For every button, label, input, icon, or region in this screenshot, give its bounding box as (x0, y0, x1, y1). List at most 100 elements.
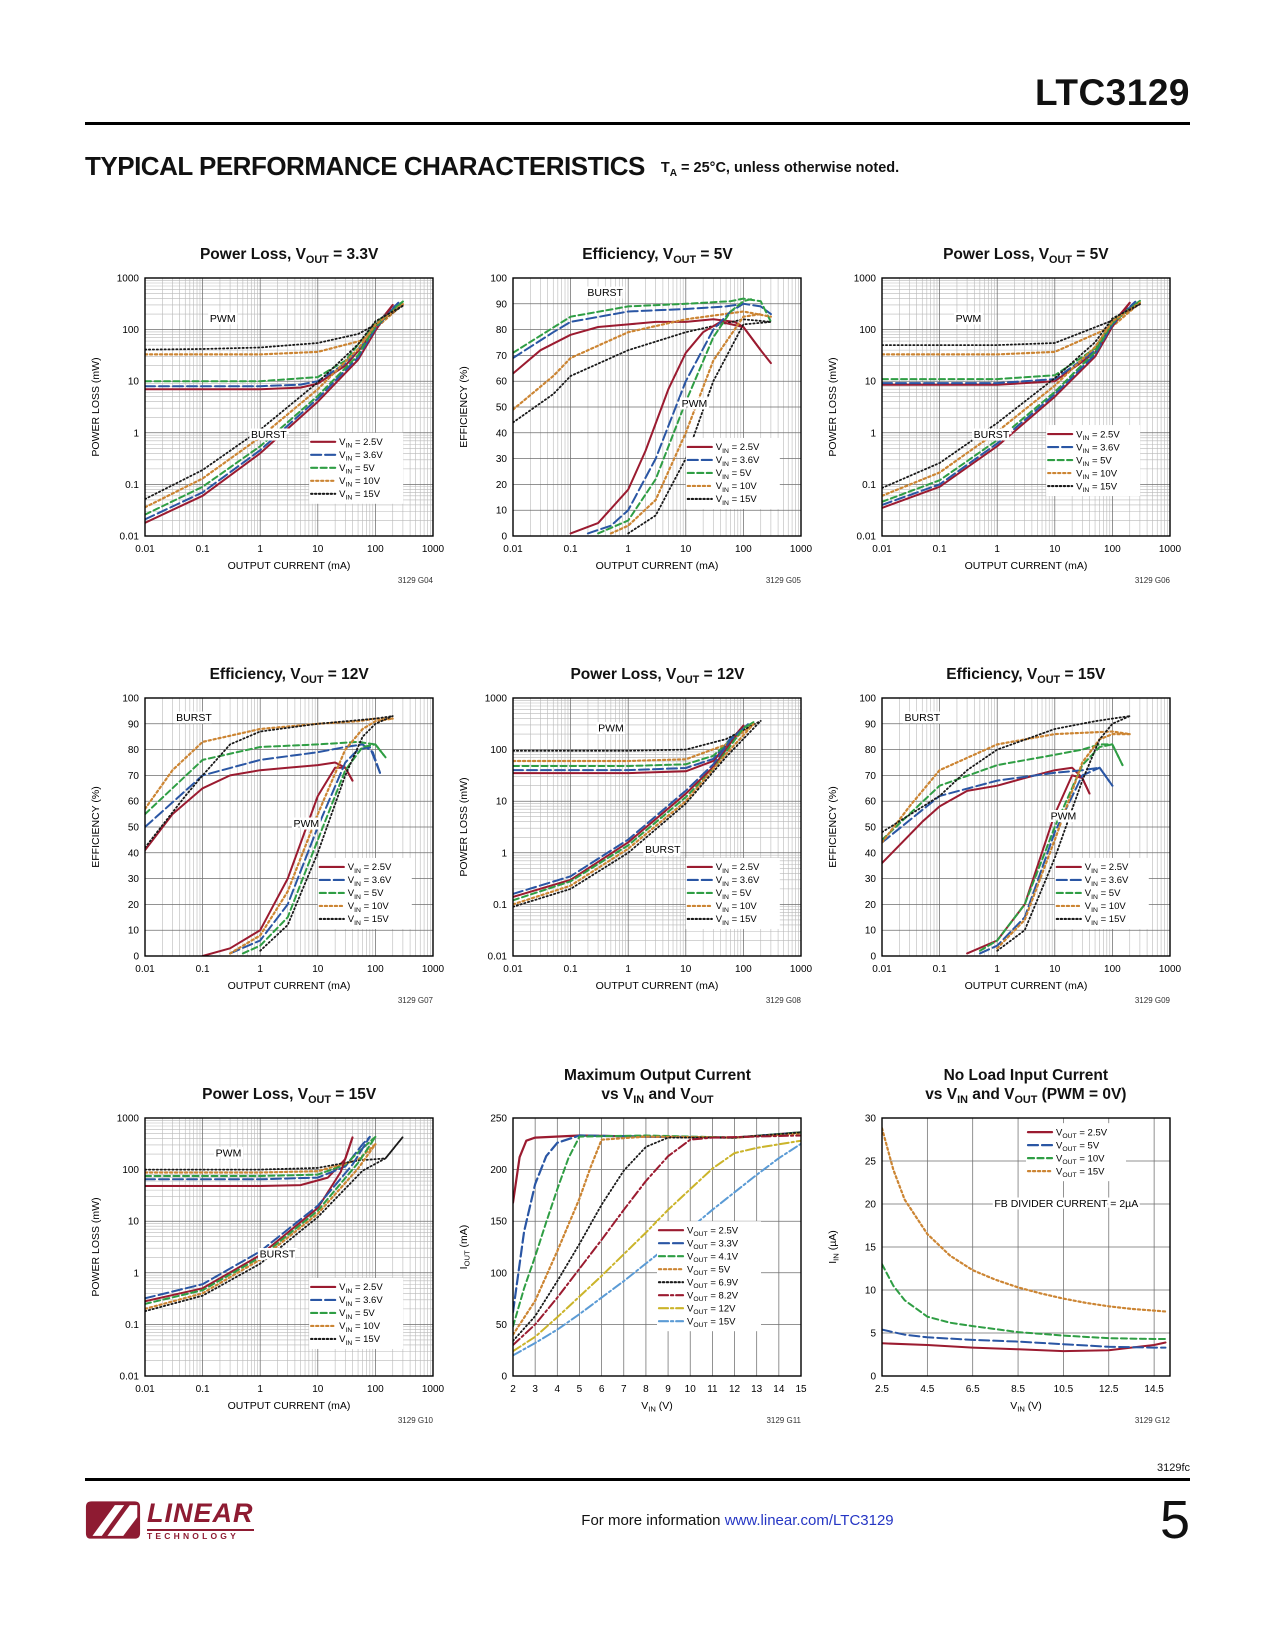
svg-text:1000: 1000 (422, 544, 445, 555)
svg-text:100: 100 (122, 694, 139, 705)
chart-id-label: 3129 G10 (398, 1416, 434, 1425)
svg-text:VIN = 5V: VIN = 5V (716, 468, 752, 481)
svg-text:9: 9 (666, 1384, 672, 1395)
svg-text:1: 1 (134, 1268, 140, 1279)
chart-figure: Efficiency, VOUT = 15V BURST PWM VIN = 2.5V… (822, 646, 1190, 1012)
svg-text:VIN = 10V: VIN = 10V (339, 476, 381, 489)
svg-text:12.5: 12.5 (1099, 1384, 1119, 1395)
chart-title: Power Loss, VOUT = 3.3V (199, 246, 379, 267)
svg-text:70: 70 (496, 351, 508, 362)
chart-annotation: PWM (210, 313, 236, 325)
chart-figure: Efficiency, VOUT = 12V BURST PWM VIN = 2.5V… (85, 646, 453, 1012)
svg-text:0.01: 0.01 (135, 1384, 155, 1395)
svg-text:VIN = 5V: VIN = 5V (339, 1308, 375, 1321)
lt-emblem-icon (85, 1501, 141, 1539)
chart-annotation: FB DIVIDER CURRENT = 2µA (994, 1198, 1138, 1210)
svg-text:OUTPUT CURRENT (mA): OUTPUT CURRENT (mA) (964, 980, 1087, 992)
svg-text:70: 70 (865, 771, 877, 782)
chart-annotation: BURST (260, 1248, 296, 1260)
svg-text:VIN = 2.5V: VIN = 2.5V (339, 1282, 383, 1295)
svg-text:200: 200 (491, 1165, 508, 1176)
svg-text:0.1: 0.1 (932, 964, 946, 975)
svg-text:15: 15 (796, 1384, 808, 1395)
svg-text:1: 1 (134, 428, 140, 439)
svg-text:VIN = 5V: VIN = 5V (1076, 455, 1112, 468)
chart-figure: Power Loss, VOUT = 3.3V PWM BURST VIN = 2.5… (85, 226, 453, 592)
svg-text:10: 10 (1049, 544, 1061, 555)
svg-text:40: 40 (865, 848, 877, 859)
svg-text:OUTPUT CURRENT (mA): OUTPUT CURRENT (mA) (228, 560, 351, 572)
svg-text:30: 30 (128, 874, 140, 885)
svg-text:100: 100 (122, 1165, 139, 1176)
svg-text:VIN = 3.6V: VIN = 3.6V (339, 450, 383, 463)
svg-text:0.1: 0.1 (125, 480, 139, 491)
svg-text:100: 100 (859, 325, 876, 336)
svg-text:10: 10 (496, 506, 508, 517)
svg-text:POWER LOSS (mW): POWER LOSS (mW) (90, 1197, 102, 1296)
chart-annotation: BURST (645, 844, 681, 856)
svg-text:1: 1 (994, 964, 1000, 975)
svg-text:EFFICIENCY (%): EFFICIENCY (%) (458, 366, 470, 447)
section-head: TYPICAL PERFORMANCE CHARACTERISTICS TA =… (85, 151, 1190, 182)
chart-titlebox: Power Loss, VOUT = 3.3V (85, 226, 453, 268)
svg-text:POWER LOSS (mW): POWER LOSS (mW) (827, 357, 839, 456)
header-rule (85, 122, 1190, 125)
svg-text:100: 100 (1104, 964, 1121, 975)
svg-text:VOUT = 15V: VOUT = 15V (1056, 1166, 1105, 1179)
chart-title: Efficiency, VOUT = 12V (209, 666, 369, 687)
svg-text:100: 100 (1104, 544, 1121, 555)
chart-title: Power Loss, VOUT = 12V (570, 666, 745, 687)
svg-text:0.01: 0.01 (120, 532, 140, 543)
svg-text:0.01: 0.01 (872, 544, 892, 555)
svg-text:VIN = 10V: VIN = 10V (1076, 468, 1118, 481)
svg-text:0.01: 0.01 (872, 964, 892, 975)
svg-text:60: 60 (496, 377, 508, 388)
svg-text:50: 50 (496, 1320, 508, 1331)
svg-text:VOUT = 8.2V: VOUT = 8.2V (687, 1290, 739, 1303)
svg-text:VIN = 5V: VIN = 5V (1085, 888, 1121, 901)
chart-id-label: 3129 G08 (766, 996, 802, 1005)
svg-text:40: 40 (128, 848, 140, 859)
svg-text:100: 100 (736, 544, 753, 555)
svg-text:OUTPUT CURRENT (mA): OUTPUT CURRENT (mA) (596, 560, 719, 572)
svg-text:11: 11 (708, 1384, 719, 1395)
svg-text:10: 10 (681, 544, 693, 555)
svg-text:0: 0 (870, 1372, 876, 1383)
svg-text:250: 250 (491, 1114, 508, 1125)
svg-text:5: 5 (870, 1329, 876, 1340)
svg-text:VIN = 15V: VIN = 15V (1085, 914, 1127, 927)
linear-technology-logo: LINEAR TECHNOLOGY (85, 1499, 315, 1541)
svg-text:VIN = 15V: VIN = 15V (716, 494, 758, 507)
chart-titlebox: No Load Input Current vs VIN and VOUT (PW… (822, 1066, 1190, 1108)
svg-text:1: 1 (258, 1384, 264, 1395)
svg-text:150: 150 (491, 1217, 508, 1228)
svg-text:10: 10 (312, 544, 324, 555)
svg-text:10: 10 (865, 377, 877, 388)
chart-annotation: PWM (294, 818, 320, 830)
svg-text:8: 8 (644, 1384, 650, 1395)
svg-text:OUTPUT CURRENT (mA): OUTPUT CURRENT (mA) (228, 980, 351, 992)
footer-info: For more information www.linear.com/LTC3… (581, 1511, 894, 1529)
chart-id-label: 3129 G07 (398, 996, 434, 1005)
chart-figure: Power Loss, VOUT = 12V PWM BURST VIN = 2.5V… (453, 646, 821, 1012)
chart-annotation: PWM (955, 313, 981, 325)
svg-text:14.5: 14.5 (1144, 1384, 1164, 1395)
svg-text:40: 40 (496, 428, 508, 439)
footer-link[interactable]: www.linear.com/LTC3129 (724, 1511, 894, 1529)
chart-figure: Power Loss, VOUT = 15V PWM BURST VIN = 2.5V… (85, 1066, 453, 1432)
chart-titlebox: Efficiency, VOUT = 12V (85, 646, 453, 688)
svg-text:12: 12 (729, 1384, 741, 1395)
svg-text:50: 50 (865, 823, 877, 834)
svg-text:VIN = 5V: VIN = 5V (348, 888, 384, 901)
svg-text:100: 100 (367, 1384, 384, 1395)
svg-text:0.01: 0.01 (120, 1372, 140, 1383)
chart-titlebox: Power Loss, VOUT = 12V (453, 646, 821, 688)
svg-text:2.5: 2.5 (875, 1384, 889, 1395)
svg-text:0: 0 (134, 952, 140, 963)
